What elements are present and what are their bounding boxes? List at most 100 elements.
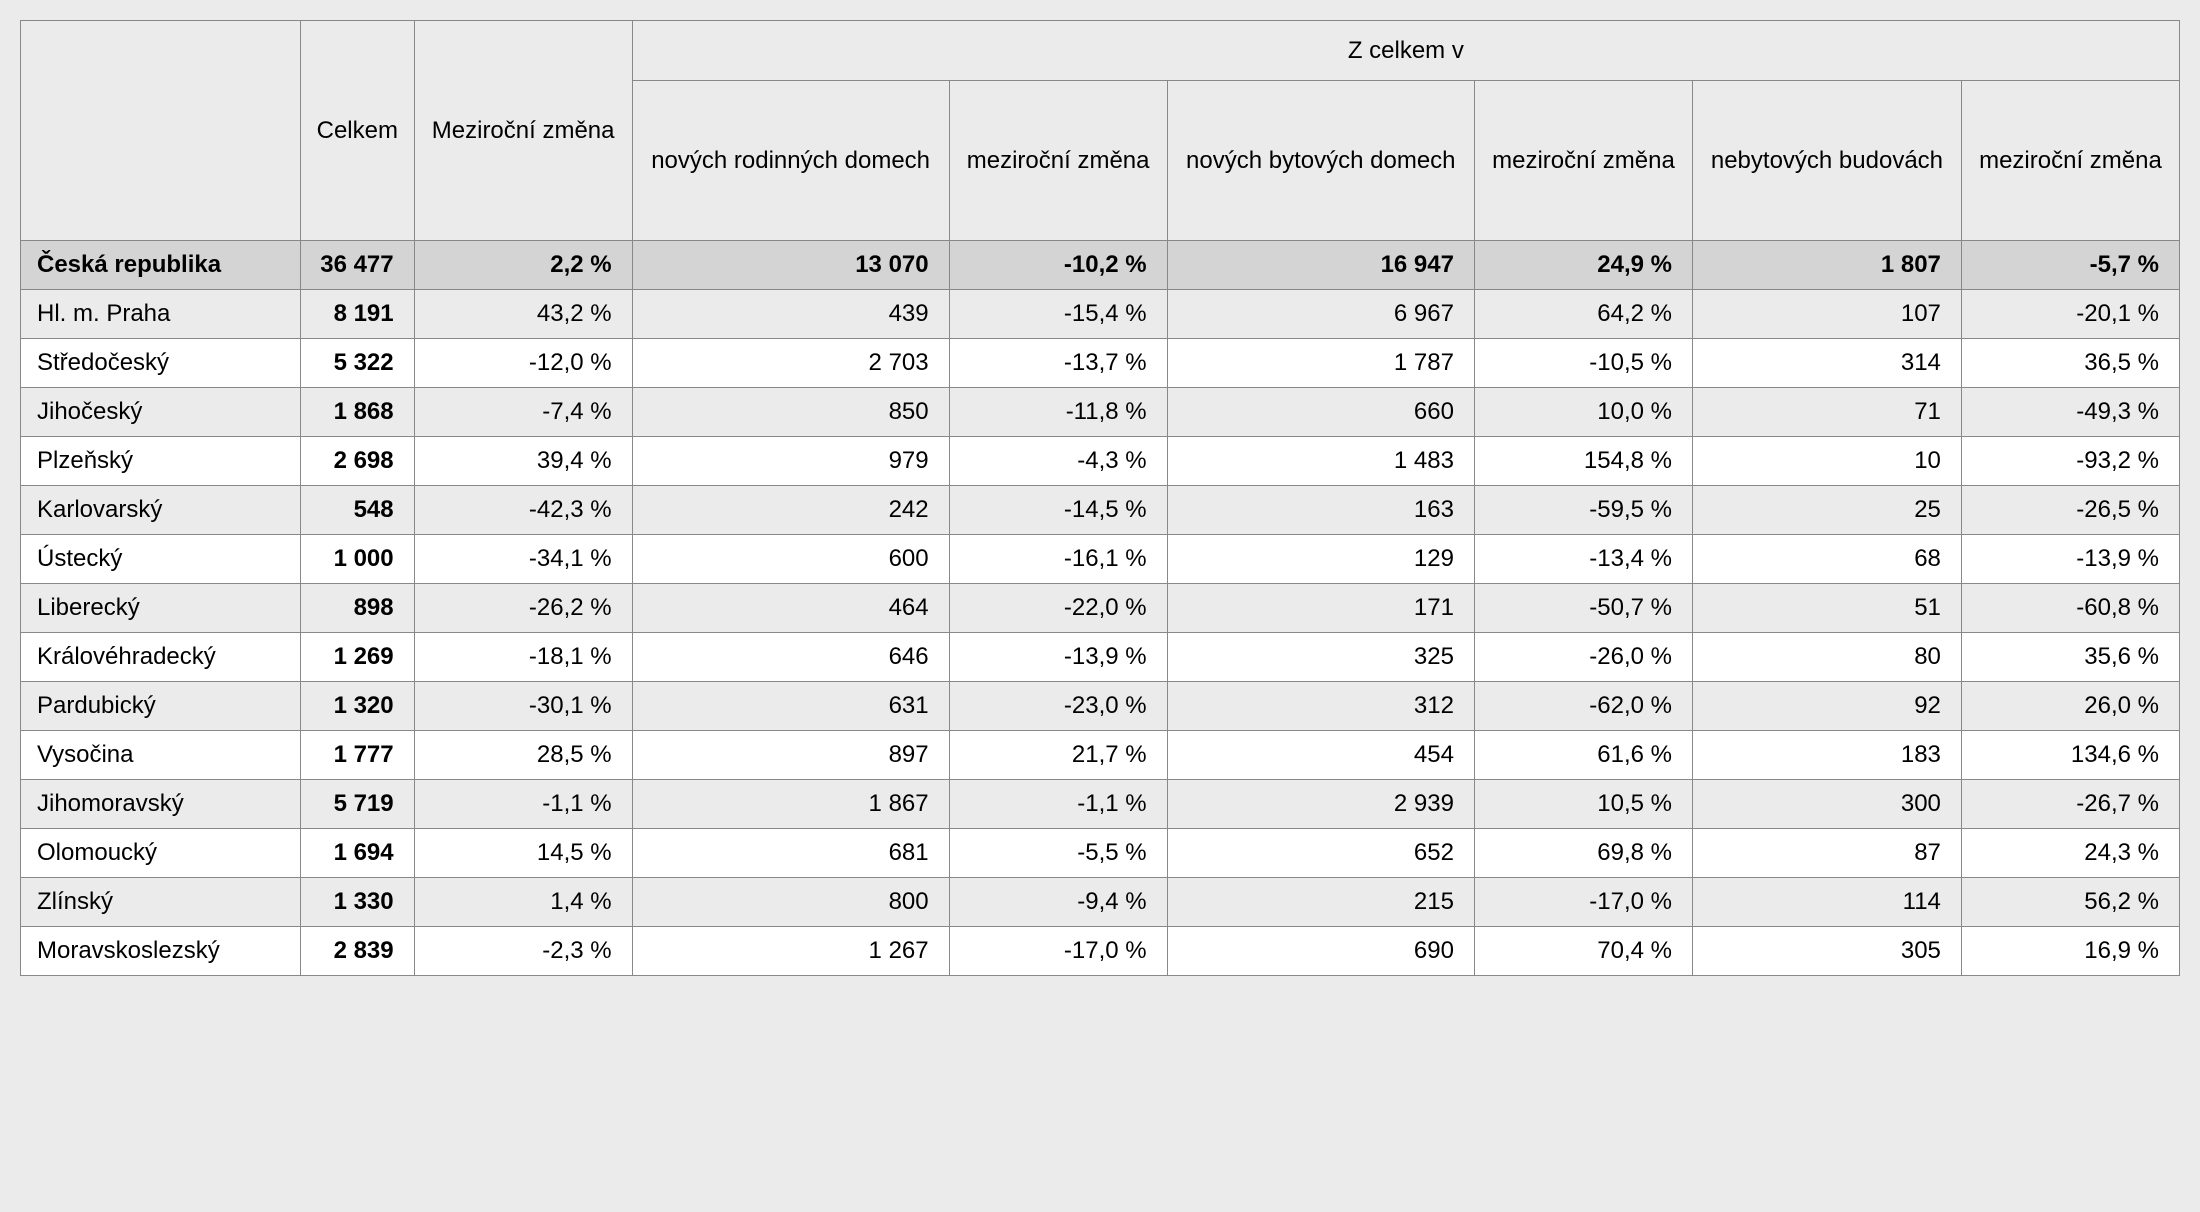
cell-mezirocni_2: 64,2 % [1474, 290, 1692, 339]
header-region-blank [21, 21, 301, 241]
cell-mezirocni_3: -20,1 % [1961, 290, 2179, 339]
cell-nebytovych: 114 [1692, 878, 1961, 927]
cell-novych_rodinnych: 1 867 [632, 780, 949, 829]
cell-novych_rodinnych: 979 [632, 437, 949, 486]
table-row: Olomoucký1 69414,5 %681-5,5 %65269,8 %87… [21, 829, 2180, 878]
cell-mezirocni_1: -9,4 % [949, 878, 1167, 927]
cell-mezirocni_3: -26,7 % [1961, 780, 2179, 829]
cell-mezirocni_zmena: 28,5 % [414, 731, 632, 780]
cell-region: Olomoucký [21, 829, 301, 878]
cell-novych_bytovych: 312 [1167, 682, 1474, 731]
cell-region: Středočeský [21, 339, 301, 388]
cell-region: Hl. m. Praha [21, 290, 301, 339]
cell-mezirocni_3: -93,2 % [1961, 437, 2179, 486]
cell-mezirocni_3: 16,9 % [1961, 927, 2179, 976]
cell-mezirocni_3: 134,6 % [1961, 731, 2179, 780]
cell-celkem: 2 839 [301, 927, 415, 976]
cell-region: Jihomoravský [21, 780, 301, 829]
cell-nebytovych: 305 [1692, 927, 1961, 976]
header-mezirocni-zmena-2: meziroční změna [1474, 81, 1692, 241]
cell-novych_bytovych: 163 [1167, 486, 1474, 535]
cell-mezirocni_2: -17,0 % [1474, 878, 1692, 927]
cell-novych_rodinnych: 681 [632, 829, 949, 878]
cell-mezirocni_3: -13,9 % [1961, 535, 2179, 584]
cell-mezirocni_zmena: 2,2 % [414, 241, 632, 290]
cell-nebytovych: 51 [1692, 584, 1961, 633]
cell-mezirocni_1: -14,5 % [949, 486, 1167, 535]
cell-celkem: 1 269 [301, 633, 415, 682]
table-row: Liberecký898-26,2 %464-22,0 %171-50,7 %5… [21, 584, 2180, 633]
cell-mezirocni_2: 61,6 % [1474, 731, 1692, 780]
cell-novych_rodinnych: 242 [632, 486, 949, 535]
cell-celkem: 8 191 [301, 290, 415, 339]
table-row: Pardubický1 320-30,1 %631-23,0 %312-62,0… [21, 682, 2180, 731]
cell-mezirocni_2: 154,8 % [1474, 437, 1692, 486]
cell-celkem: 898 [301, 584, 415, 633]
cell-novych_rodinnych: 13 070 [632, 241, 949, 290]
cell-mezirocni_2: 70,4 % [1474, 927, 1692, 976]
header-mezirocni-zmena: Meziroční změna [414, 21, 632, 241]
cell-nebytovych: 10 [1692, 437, 1961, 486]
table-row: Moravskoslezský2 839-2,3 %1 267-17,0 %69… [21, 927, 2180, 976]
cell-novych_rodinnych: 439 [632, 290, 949, 339]
cell-mezirocni_1: -17,0 % [949, 927, 1167, 976]
cell-mezirocni_1: -13,9 % [949, 633, 1167, 682]
cell-novych_rodinnych: 850 [632, 388, 949, 437]
cell-mezirocni_1: -4,3 % [949, 437, 1167, 486]
cell-nebytovych: 80 [1692, 633, 1961, 682]
cell-celkem: 2 698 [301, 437, 415, 486]
cell-region: Jihočeský [21, 388, 301, 437]
cell-region: Ústecký [21, 535, 301, 584]
cell-nebytovych: 183 [1692, 731, 1961, 780]
cell-mezirocni_3: -49,3 % [1961, 388, 2179, 437]
cell-celkem: 1 777 [301, 731, 415, 780]
table-row: Středočeský5 322-12,0 %2 703-13,7 %1 787… [21, 339, 2180, 388]
cell-mezirocni_3: 36,5 % [1961, 339, 2179, 388]
table-body: Česká republika36 4772,2 %13 070-10,2 %1… [21, 241, 2180, 976]
cell-mezirocni_zmena: -1,1 % [414, 780, 632, 829]
table-row: Plzeňský2 69839,4 %979-4,3 %1 483154,8 %… [21, 437, 2180, 486]
cell-mezirocni_1: -23,0 % [949, 682, 1167, 731]
header-mezirocni-zmena-3: meziroční změna [1961, 81, 2179, 241]
cell-nebytovych: 25 [1692, 486, 1961, 535]
cell-novych_rodinnych: 897 [632, 731, 949, 780]
cell-novych_bytovych: 2 939 [1167, 780, 1474, 829]
cell-mezirocni_2: -26,0 % [1474, 633, 1692, 682]
cell-region: Moravskoslezský [21, 927, 301, 976]
cell-novych_rodinnych: 631 [632, 682, 949, 731]
cell-nebytovych: 1 807 [1692, 241, 1961, 290]
header-nebytovych-budovach: nebytových budovách [1692, 81, 1961, 241]
cell-region: Plzeňský [21, 437, 301, 486]
cell-nebytovych: 107 [1692, 290, 1961, 339]
cell-nebytovych: 300 [1692, 780, 1961, 829]
cell-mezirocni_zmena: -12,0 % [414, 339, 632, 388]
table-row: Vysočina1 77728,5 %89721,7 %45461,6 %183… [21, 731, 2180, 780]
table-row: Jihomoravský5 719-1,1 %1 867-1,1 %2 9391… [21, 780, 2180, 829]
cell-celkem: 1 320 [301, 682, 415, 731]
cell-novych_bytovych: 652 [1167, 829, 1474, 878]
cell-mezirocni_zmena: -30,1 % [414, 682, 632, 731]
cell-novych_rodinnych: 2 703 [632, 339, 949, 388]
cell-nebytovych: 92 [1692, 682, 1961, 731]
cell-mezirocni_1: -22,0 % [949, 584, 1167, 633]
cell-nebytovych: 87 [1692, 829, 1961, 878]
cell-mezirocni_2: -50,7 % [1474, 584, 1692, 633]
cell-mezirocni_2: -10,5 % [1474, 339, 1692, 388]
cell-mezirocni_2: 10,0 % [1474, 388, 1692, 437]
cell-mezirocni_zmena: -2,3 % [414, 927, 632, 976]
cell-mezirocni_1: -10,2 % [949, 241, 1167, 290]
cell-region: Královéhradecký [21, 633, 301, 682]
cell-mezirocni_1: -1,1 % [949, 780, 1167, 829]
cell-celkem: 5 719 [301, 780, 415, 829]
table-row: Karlovarský548-42,3 %242-14,5 %163-59,5 … [21, 486, 2180, 535]
table-row: Jihočeský1 868-7,4 %850-11,8 %66010,0 %7… [21, 388, 2180, 437]
cell-mezirocni_3: -5,7 % [1961, 241, 2179, 290]
cell-mezirocni_zmena: 43,2 % [414, 290, 632, 339]
cell-region: Zlínský [21, 878, 301, 927]
cell-novych_bytovych: 660 [1167, 388, 1474, 437]
cell-region: Pardubický [21, 682, 301, 731]
cell-novych_bytovych: 215 [1167, 878, 1474, 927]
cell-mezirocni_2: -62,0 % [1474, 682, 1692, 731]
cell-celkem: 1 000 [301, 535, 415, 584]
cell-nebytovych: 68 [1692, 535, 1961, 584]
